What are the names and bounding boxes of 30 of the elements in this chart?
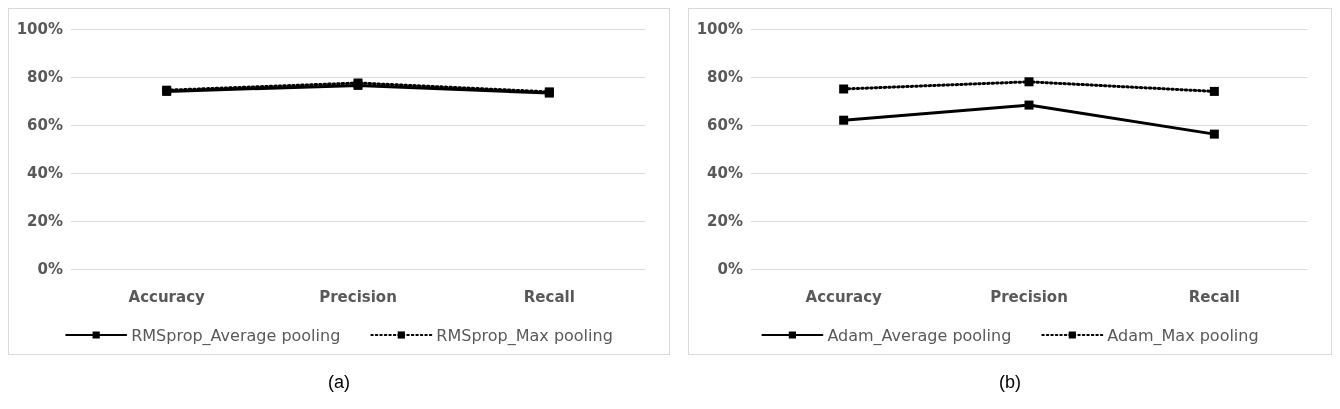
x-tick-label: Accuracy (128, 287, 206, 306)
y-tick-label: 20% (27, 212, 63, 230)
legend-label: RMSprop_Max pooling (436, 325, 613, 346)
text: (a) (327, 372, 351, 393)
point (839, 115, 849, 125)
y-tick-label: 100% (16, 20, 63, 38)
legend-label: RMSprop_Average pooling (131, 325, 341, 346)
text: (b) (998, 372, 1022, 393)
y-tick-label: 40% (27, 164, 63, 182)
y-tick-label: 100% (696, 20, 743, 38)
y-tick-label: 20% (707, 212, 743, 230)
point (1209, 86, 1219, 96)
x-tick-label: Recall (523, 287, 575, 306)
legend-label: Adam_Average pooling (827, 325, 1012, 346)
y-tick-label: 0% (717, 260, 743, 278)
x-tick-label: Accuracy (805, 287, 883, 306)
y-tick-label: 60% (27, 116, 63, 134)
y-tick-label: 80% (27, 68, 63, 86)
point (1024, 77, 1034, 87)
y-tick-label: 0% (37, 260, 63, 278)
legend-label: Adam_Max pooling (1107, 325, 1259, 346)
y-tick-label: 40% (707, 164, 743, 182)
y-tick-label: 80% (707, 68, 743, 86)
point (839, 84, 849, 94)
point (1024, 100, 1034, 110)
x-tick-label: Precision (990, 287, 1068, 306)
point (1209, 129, 1219, 139)
x-tick-label: Precision (319, 287, 397, 306)
x-tick-label: Recall (1188, 287, 1240, 306)
y-tick-label: 60% (707, 116, 743, 134)
